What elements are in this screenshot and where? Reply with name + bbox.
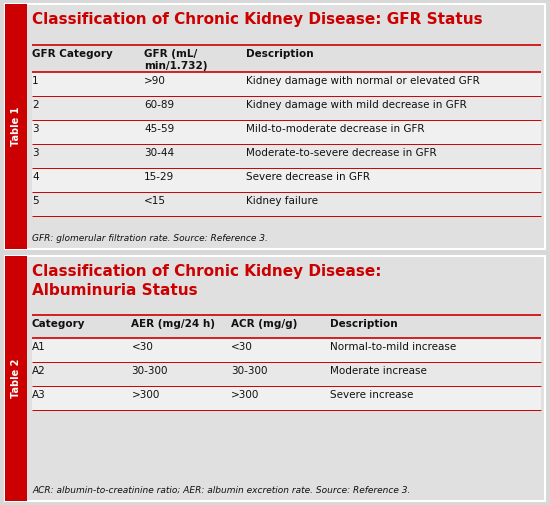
Text: 30-44: 30-44 [144,148,174,158]
Text: Classification of Chronic Kidney Disease: GFR Status: Classification of Chronic Kidney Disease… [32,12,483,27]
Text: GFR (mL/
min/1.732): GFR (mL/ min/1.732) [144,49,208,71]
Text: AER (mg/24 h): AER (mg/24 h) [131,319,216,329]
Bar [5,4,545,249]
Text: 5: 5 [32,196,39,206]
Text: <15: <15 [144,196,166,206]
Bar [32,338,541,362]
Bar [32,362,541,386]
Text: GFR: glomerular filtration rate. Source: Reference 3.: GFR: glomerular filtration rate. Source:… [32,234,268,243]
Text: 15-29: 15-29 [144,172,174,182]
Text: Severe increase: Severe increase [331,390,414,400]
Bar [32,72,541,96]
Text: 4: 4 [32,172,39,182]
Text: <30: <30 [231,342,253,352]
Text: 30-300: 30-300 [131,366,168,376]
Text: Kidney damage with normal or elevated GFR: Kidney damage with normal or elevated GF… [246,76,480,86]
Text: A2: A2 [32,366,46,376]
Bar [5,256,27,501]
Text: >300: >300 [131,390,160,400]
Bar [32,386,541,410]
Text: Moderate increase: Moderate increase [331,366,427,376]
Text: Table 2: Table 2 [11,359,21,398]
Bar [32,96,541,120]
Text: ACR (mg/g): ACR (mg/g) [231,319,297,329]
Text: Classification of Chronic Kidney Disease:
Albuminuria Status: Classification of Chronic Kidney Disease… [32,264,382,297]
Text: A1: A1 [32,342,46,352]
Text: <30: <30 [131,342,153,352]
Text: GFR Category: GFR Category [32,49,113,59]
Text: 1: 1 [32,76,39,86]
Text: Description: Description [246,49,314,59]
Text: >300: >300 [231,390,259,400]
Text: 30-300: 30-300 [231,366,267,376]
Bar [5,4,27,249]
Text: 3: 3 [32,148,39,158]
Text: Moderate-to-severe decrease in GFR: Moderate-to-severe decrease in GFR [246,148,437,158]
Text: >90: >90 [144,76,166,86]
Text: Kidney failure: Kidney failure [246,196,318,206]
Text: Kidney damage with mild decrease in GFR: Kidney damage with mild decrease in GFR [246,100,467,110]
Text: A3: A3 [32,390,46,400]
Text: Mild-to-moderate decrease in GFR: Mild-to-moderate decrease in GFR [246,124,425,134]
Text: 60-89: 60-89 [144,100,174,110]
Bar [32,168,541,192]
Text: Table 1: Table 1 [11,107,21,146]
Bar [32,144,541,168]
Text: 3: 3 [32,124,39,134]
Bar [5,256,545,501]
Text: Severe decrease in GFR: Severe decrease in GFR [246,172,370,182]
Text: Category: Category [32,319,85,329]
Bar [32,120,541,144]
Text: 45-59: 45-59 [144,124,174,134]
Text: Normal-to-mild increase: Normal-to-mild increase [331,342,456,352]
Text: 2: 2 [32,100,39,110]
Text: ACR: albumin-to-creatinine ratio; AER: albumin excretion rate. Source: Reference: ACR: albumin-to-creatinine ratio; AER: a… [32,486,410,495]
Text: Description: Description [331,319,398,329]
Bar [32,192,541,216]
